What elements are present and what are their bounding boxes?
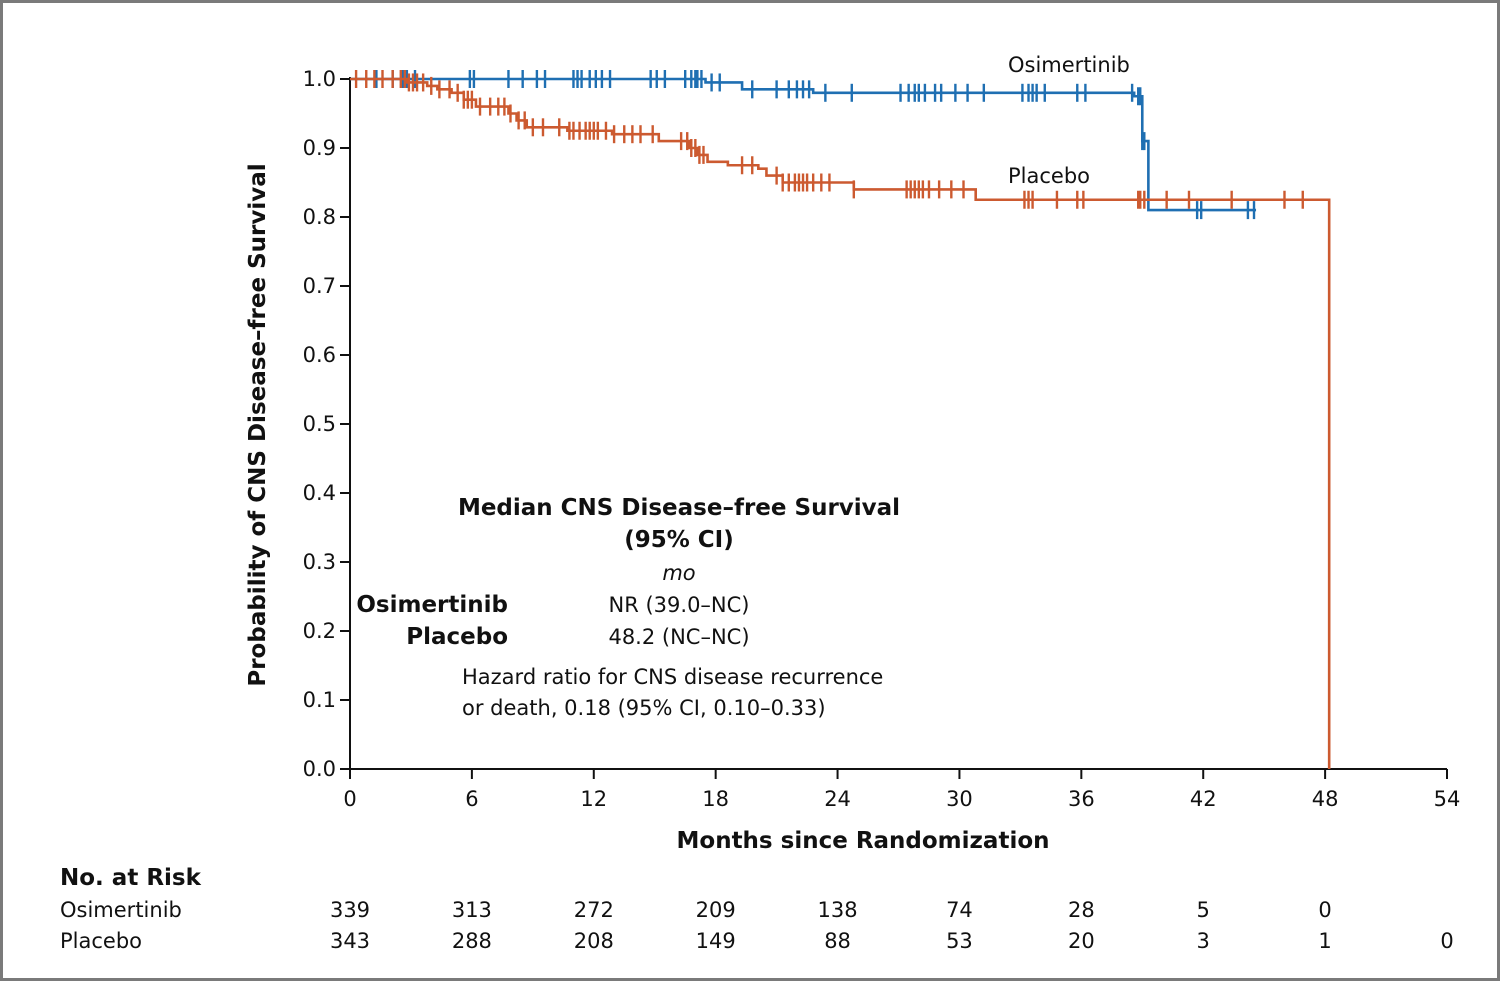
hazard-ratio-line2: or death, 0.18 (95% CI, 0.10–0.33) [462,696,826,720]
annotation-row-placebo-value: 48.2 (NC–NC) [608,625,749,649]
x-tick-label: 0 [343,787,356,811]
placebo-series-label: Placebo [1008,164,1090,188]
y-tick-label: 0.3 [303,550,336,574]
annotation-row-placebo-name: Placebo [406,624,508,650]
y-tick-label: 0.2 [303,619,336,643]
hazard-ratio-line1: Hazard ratio for CNS disease recurrence [462,665,883,689]
axes: 0.0 0.1 0.2 0.3 0.4 0.5 0.6 0.7 0.8 0.9 1.0 0 6 12 18… [303,67,1461,811]
km-chart: 0.00.10.20.30.40.50.60.70.80.91.0 0 6 12 18… [60,53,1461,953]
at-risk-table: No. at Risk Osimertinib Placebo 339 313 27… [60,865,1454,953]
at-risk-placebo-value: 88 [824,929,851,953]
at-risk-osimertinib-value: 0 [1318,898,1331,922]
x-tick-label: 42 [1190,787,1217,811]
at-risk-placebo-value: 53 [946,929,973,953]
at-risk-osimertinib-value: 209 [696,898,736,922]
y-tick-label: 0.5 [303,412,336,436]
x-tick-label: 54 [1434,787,1461,811]
x-tick-label: 48 [1312,787,1339,811]
at-risk-osimertinib-name: Osimertinib [60,898,182,922]
at-risk-placebo-value: 149 [696,929,736,953]
at-risk-values: 339 313 272 209 138 74 28 5 0 343 288 208 149 88 53 20 3… [330,898,1454,953]
annotation-row-osimertinib-name: Osimertinib [356,592,508,618]
y-tick-label: 0.6 [303,343,336,367]
y-tick-label: 0.4 [303,481,336,505]
x-tick-label: 36 [1068,787,1095,811]
at-risk-placebo-name: Placebo [60,929,142,953]
at-risk-osimertinib-value: 272 [574,898,614,922]
x-tick-label: 24 [824,787,851,811]
series-layer [350,70,1331,769]
y-axis-title: Probability of CNS Disease–free Survival [245,163,271,686]
y-tick-label: 0.0 [303,757,336,781]
at-risk-placebo-value: 20 [1068,929,1095,953]
at-risk-osimertinib-value: 339 [330,898,370,922]
at-risk-placebo-value: 1 [1318,929,1331,953]
y-tick-label: 0.8 [303,205,336,229]
at-risk-placebo-value: 0 [1440,929,1453,953]
annotation-row-osimertinib-value: NR (39.0–NC) [609,593,750,617]
at-risk-placebo-value: 288 [452,929,492,953]
at-risk-placebo-value: 343 [330,929,370,953]
x-tick-label: 6 [465,787,478,811]
at-risk-title: No. at Risk [60,865,202,891]
x-tick-label: 30 [946,787,973,811]
osimertinib-series-label: Osimertinib [1008,53,1130,77]
y-tick-label: 1.0 [303,67,336,91]
at-risk-placebo-value: 208 [574,929,614,953]
y-ticks: 0.0 0.1 0.2 0.3 0.4 0.5 0.6 0.7 0.8 0.9 1.0 [303,67,350,781]
annotation-unit: mo [662,561,695,585]
at-risk-osimertinib-value: 28 [1068,898,1095,922]
median-annotation: Median CNS Disease–free Survival (95% CI… [356,495,900,720]
at-risk-osimertinib-value: 74 [946,898,973,922]
annotation-title-line2: (95% CI) [624,527,734,553]
osimertinib-censor-marks [375,70,1256,220]
y-tick-label: 0.1 [303,688,336,712]
y-tick-label: 0.9 [303,136,336,160]
x-axis-title: Months since Randomization [677,828,1050,854]
at-risk-osimertinib-value: 313 [452,898,492,922]
x-ticks: 0 6 12 18 24 30 36 42 48 54 [343,769,1460,811]
x-tick-label: 12 [580,787,607,811]
x-tick-label: 18 [702,787,729,811]
at-risk-placebo-value: 3 [1197,929,1210,953]
y-tick-label: 0.7 [303,274,336,298]
placebo-censor-marks [354,70,1304,209]
at-risk-osimertinib-value: 138 [818,898,858,922]
at-risk-osimertinib-value: 5 [1197,898,1210,922]
annotation-title-line1: Median CNS Disease–free Survival [458,495,900,521]
